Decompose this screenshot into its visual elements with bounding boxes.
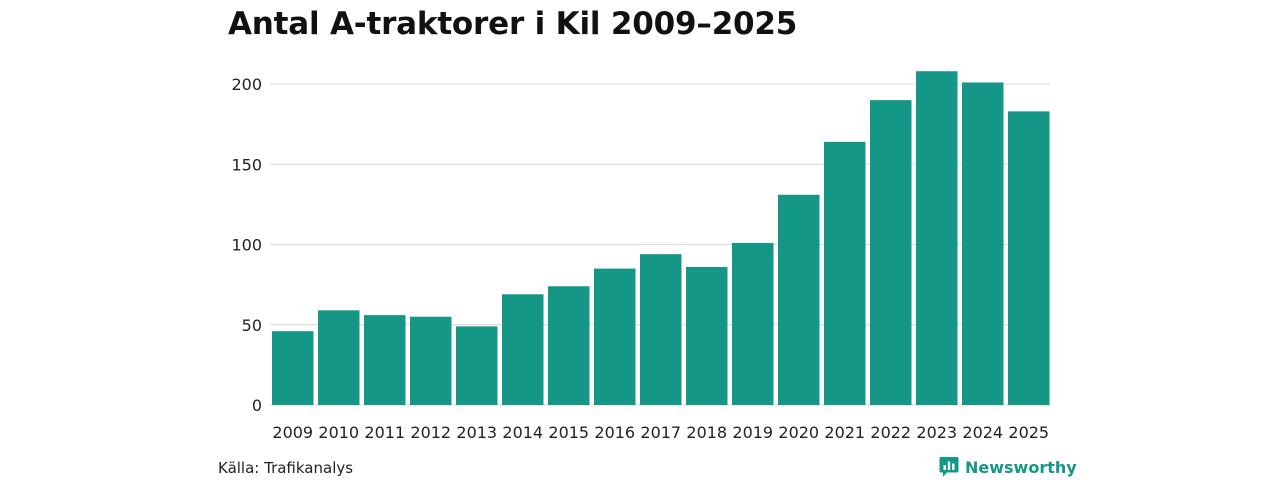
x-tick-label-2020: 2020 xyxy=(778,423,819,442)
bar-2018 xyxy=(686,267,728,405)
y-tick-label-50: 50 xyxy=(242,316,262,335)
y-axis-ticks: 0 50 100 150 200 xyxy=(231,75,262,415)
x-tick-label-2025: 2025 xyxy=(1008,423,1049,442)
bar-2024 xyxy=(962,82,1004,405)
x-tick-label-2013: 2013 xyxy=(456,423,497,442)
bar-2020 xyxy=(778,194,820,405)
y-tick-label-150: 150 xyxy=(231,155,262,174)
bar-2025 xyxy=(1008,111,1050,405)
bar-2021 xyxy=(824,141,866,405)
x-tick-label-2009: 2009 xyxy=(272,423,313,442)
x-tick-label-2016: 2016 xyxy=(594,423,635,442)
x-tick-label-2021: 2021 xyxy=(824,423,865,442)
bar-2009 xyxy=(272,331,314,405)
bars xyxy=(272,71,1050,406)
newsworthy-logo-icon xyxy=(939,457,959,477)
bar-2019 xyxy=(732,242,774,405)
bar-2011 xyxy=(364,315,406,405)
x-tick-label-2015: 2015 xyxy=(548,423,589,442)
bar-2012 xyxy=(410,316,452,405)
x-tick-label-2014: 2014 xyxy=(502,423,543,442)
x-tick-label-2024: 2024 xyxy=(962,423,1003,442)
bar-2016 xyxy=(594,268,636,405)
x-tick-label-2019: 2019 xyxy=(732,423,773,442)
x-tick-label-2010: 2010 xyxy=(318,423,359,442)
bar-2023 xyxy=(916,71,958,405)
y-tick-label-0: 0 xyxy=(252,396,262,415)
source-note: Källa: Trafikanalys xyxy=(218,459,354,477)
bar-2013 xyxy=(456,326,498,405)
x-tick-label-2018: 2018 xyxy=(686,423,727,442)
x-tick-label-2023: 2023 xyxy=(916,423,957,442)
bar-2015 xyxy=(548,286,590,405)
x-tick-label-2012: 2012 xyxy=(410,423,451,442)
bar-2022 xyxy=(870,100,912,406)
brand-name: Newsworthy xyxy=(965,457,1077,477)
x-tick-label-2022: 2022 xyxy=(870,423,911,442)
chart-title: Antal A-traktorer i Kil 2009–2025 xyxy=(228,6,798,42)
x-tick-label-2017: 2017 xyxy=(640,423,681,442)
y-tick-label-200: 200 xyxy=(231,75,262,94)
bar-2014 xyxy=(502,294,544,405)
y-tick-label-100: 100 xyxy=(231,236,262,255)
bar-2010 xyxy=(318,310,360,405)
x-tick-label-2011: 2011 xyxy=(364,423,405,442)
x-axis-ticks: 2009 2010 2011 2012 2013 2014 2015 2016 2017 2018… xyxy=(272,423,1049,442)
bar-2017 xyxy=(640,254,682,405)
brand[interactable]: Newsworthy xyxy=(939,456,1077,478)
